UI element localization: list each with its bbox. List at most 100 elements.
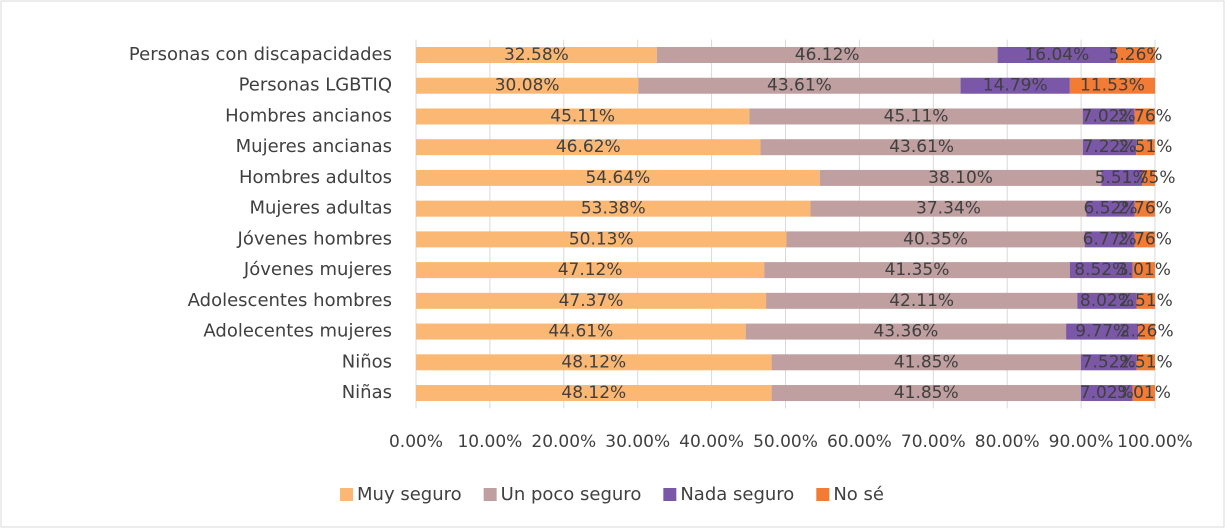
bar-segment (1086, 200, 1135, 217)
data-label: 2.76% (1118, 106, 1172, 126)
bar-segment (416, 385, 772, 402)
bar-segment (1116, 47, 1155, 63)
data-label: 2.76% (1118, 229, 1172, 249)
bar-segment (1132, 385, 1155, 402)
data-label: 41.85% (894, 383, 959, 403)
x-tick-label: 20.00% (531, 432, 596, 452)
data-label: 2.51% (1119, 291, 1173, 311)
bar-segment (1136, 354, 1155, 371)
data-label: 2.76% (1118, 199, 1172, 219)
data-label: 53.38% (581, 199, 646, 219)
data-label: 5.26% (1109, 45, 1163, 65)
x-tick-label: 90.00% (1049, 432, 1114, 452)
y-tick-label: Niños (342, 351, 392, 372)
bar-segment (1069, 77, 1156, 94)
data-label: 8.52% (1074, 260, 1128, 280)
bar-segment (1084, 231, 1135, 248)
bar-segment (960, 77, 1070, 94)
data-label: 48.12% (561, 383, 626, 403)
data-label: 7.22% (1082, 137, 1136, 157)
data-label: 48.12% (561, 352, 626, 372)
y-tick-label: Jóvenes mujeres (243, 259, 392, 280)
legend: Muy seguro Un poco seguro Nada seguro No sé (340, 484, 884, 505)
data-label: 37.34% (916, 199, 981, 219)
data-label: 47.12% (558, 260, 623, 280)
data-label: 44.61% (548, 322, 613, 342)
legend-item: Nada seguro (663, 484, 794, 505)
x-tick-label: 50.00% (753, 432, 818, 452)
bar-segment (1082, 139, 1137, 156)
y-tick-label: Hombres ancianos (225, 105, 392, 126)
legend-label: Nada seguro (680, 484, 794, 505)
bar-segment (416, 231, 787, 248)
data-label: 11.53% (1080, 76, 1145, 96)
bar-segment (1082, 108, 1135, 125)
bar-segment (1069, 262, 1133, 279)
x-tick-label: 0.00% (389, 432, 443, 452)
bar-segment (766, 292, 1078, 309)
bar-segment (1080, 385, 1133, 402)
y-tick-label: Personas LGBTIQ (239, 75, 392, 96)
data-label: 41.35% (885, 260, 950, 280)
bar-segment (1136, 292, 1156, 309)
x-tick-label: 100.00% (1117, 432, 1193, 452)
labels: 0.00% 10.00% 20.00% 30.00% 40.00% 50.00% 60.00… (129, 44, 1193, 452)
data-label: 7.52% (1082, 352, 1136, 372)
bar-segment (1142, 169, 1155, 186)
data-label: 50.13% (569, 229, 634, 249)
legend-label: Muy seguro (357, 484, 462, 505)
grid (415, 39, 1156, 409)
data-label: 14.79% (983, 76, 1048, 96)
bar-segment (764, 262, 1070, 279)
x-tick-label: 60.00% (827, 432, 892, 452)
data-label: 9.77% (1075, 322, 1129, 342)
data-label: 1.75% (1122, 168, 1176, 188)
bars (416, 47, 1156, 402)
bar-segment (771, 385, 1081, 402)
bar-segment (1134, 108, 1155, 125)
bar-segment (745, 323, 1067, 340)
data-label: 7.02% (1080, 383, 1134, 403)
y-tick-label: Hombres adultos (239, 167, 392, 188)
bar-segment (416, 108, 750, 125)
bar-segment (1138, 323, 1155, 340)
bar-segment (416, 323, 746, 340)
bar-segment (416, 200, 811, 217)
bar-segment (760, 139, 1083, 156)
data-label: 30.08% (495, 76, 560, 96)
bar-segment (656, 47, 998, 63)
bar-segment (638, 77, 961, 94)
data-label: 47.37% (559, 291, 624, 311)
x-tick-label: 40.00% (679, 432, 744, 452)
data-label: 16.04% (1024, 45, 1089, 65)
data-label: 6.52% (1084, 199, 1138, 219)
data-label: 46.12% (795, 45, 860, 65)
data-label: 38.10% (928, 168, 993, 188)
bar-segment (1066, 323, 1139, 340)
bar-segment (416, 47, 657, 63)
y-tick-label: Niñas (342, 382, 392, 403)
bar-segment (1132, 262, 1155, 279)
legend-swatch (340, 488, 354, 501)
bar-segment (416, 354, 772, 371)
data-label: 45.11% (884, 106, 949, 126)
data-label: 2.51% (1118, 137, 1172, 157)
legend-item: Un poco seguro (483, 484, 642, 505)
legend-swatch (483, 488, 497, 501)
data-label: 43.36% (873, 322, 938, 342)
legend-swatch (816, 488, 830, 501)
y-tick-label: Adolescentes hombres (188, 290, 392, 311)
bar-segment (1134, 200, 1155, 217)
bar-segment (786, 231, 1085, 248)
data-label: 8.02% (1080, 291, 1134, 311)
bar-segment (416, 77, 639, 94)
bar-segment (1080, 354, 1137, 371)
legend-swatch (663, 488, 677, 501)
data-label: 41.85% (894, 352, 959, 372)
bar-segment (810, 200, 1087, 217)
bar-segment (416, 169, 820, 186)
bar-segment (819, 169, 1102, 186)
data-label: 7.02% (1082, 106, 1136, 126)
legend-label: Un poco seguro (501, 484, 642, 505)
data-label: 6.77% (1083, 229, 1137, 249)
